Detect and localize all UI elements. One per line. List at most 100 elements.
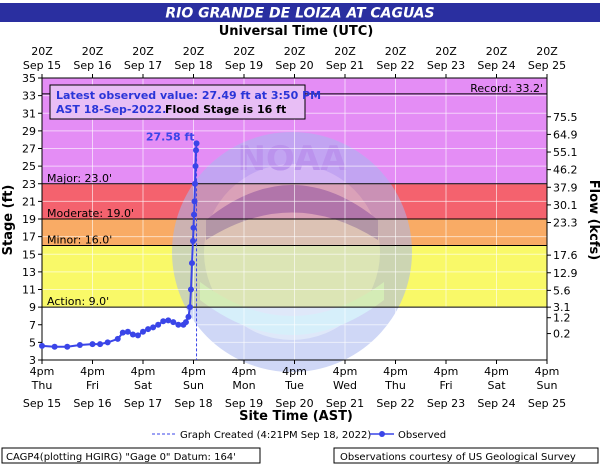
observed-info-flood-stage: Flood Stage is 16 ft <box>165 103 286 116</box>
x-top-tick-label: Sep 24 <box>477 59 515 72</box>
x-tick-label: 4pm <box>333 365 358 378</box>
y-tick-label: 35 <box>22 72 36 85</box>
observed-point <box>145 326 152 333</box>
x-tick-label: 4pm <box>30 365 55 378</box>
y-tick-label: 19 <box>22 213 36 226</box>
x-tick-label: Sep 21 <box>326 397 364 410</box>
y-tick-label: 5 <box>29 336 36 349</box>
y-tick-label: 15 <box>22 248 36 261</box>
x-tick-label: Sep 25 <box>528 397 566 410</box>
legend-created-label: Graph Created (4:21PM Sep 18, 2022) <box>180 430 371 441</box>
observed-point <box>192 180 199 187</box>
x-tick-label: Sep 15 <box>23 397 61 410</box>
x-tick-label: Sat <box>134 379 153 392</box>
observed-point <box>165 317 172 324</box>
observed-info-box <box>49 84 306 120</box>
x-tick-label: Fri <box>86 379 99 392</box>
x-tick-label: 4pm <box>131 365 156 378</box>
y-tick-label: 7 <box>29 319 36 332</box>
x-top-tick-label: 20Z <box>536 45 558 58</box>
x-tick-label: 4pm <box>232 365 257 378</box>
observed-point <box>76 342 83 349</box>
x-tick-label: Sep 19 <box>225 397 263 410</box>
x-top-tick-label: 20Z <box>486 45 508 58</box>
observed-point <box>186 304 193 311</box>
observed-point <box>193 147 200 154</box>
observed-point <box>193 140 200 147</box>
y2-tick-label: 3.1 <box>553 301 571 314</box>
y-tick-label: 33 <box>22 90 36 103</box>
observed-point <box>104 339 111 346</box>
y-tick-label: 27 <box>22 143 36 156</box>
observed-point <box>170 319 177 326</box>
observed-point <box>155 321 162 328</box>
x-tick-label: Sep 23 <box>427 397 465 410</box>
observed-point <box>119 329 126 336</box>
x-tick-label: Sun <box>183 379 204 392</box>
observed-point <box>129 331 136 338</box>
y-tick-label: 21 <box>22 195 36 208</box>
y2-tick-label: 17.6 <box>553 249 578 262</box>
y2-tick-label: 30.1 <box>553 199 578 212</box>
x-top-tick-label: Sep 25 <box>528 59 566 72</box>
chart-title: RIO GRANDE DE LOIZA AT CAGUAS <box>165 6 434 22</box>
threshold-label: Minor: 16.0' <box>47 233 112 246</box>
noaa-watermark: NOAA <box>172 132 412 372</box>
x-top-tick-label: Sep 17 <box>124 59 162 72</box>
x-top-tick-label: Sep 21 <box>326 59 364 72</box>
observed-point <box>64 343 71 350</box>
x-tick-label: Sat <box>487 379 506 392</box>
observed-point <box>190 224 197 231</box>
threshold-label: Record: 33.2' <box>470 82 543 95</box>
threshold-label: Moderate: 19.0' <box>47 207 134 220</box>
y2-tick-label: 12.9 <box>553 267 578 280</box>
y2-tick-label: 23.3 <box>553 217 578 230</box>
legend: Graph Created (4:21PM Sep 18, 2022) Obse… <box>152 430 446 441</box>
x-axis-title: Site Time (AST) <box>239 409 353 424</box>
title-bar <box>0 3 600 22</box>
footer-credit: Observations courtesy of US Geological S… <box>340 452 576 463</box>
y-tick-label: 25 <box>22 160 36 173</box>
x-tick-label: 4pm <box>484 365 509 378</box>
observed-info-date: AST 18-Sep-2022. <box>56 103 166 116</box>
x-top-tick-label: 20Z <box>183 45 205 58</box>
y2-tick-label: 37.9 <box>553 181 578 194</box>
y-tick-label: 9 <box>29 301 36 314</box>
watermark-text: NOAA <box>237 139 347 179</box>
y2-tick-label: 5.6 <box>553 284 571 297</box>
threshold-label: Action: 9.0' <box>47 295 109 308</box>
y-tick-label: 3 <box>29 354 36 367</box>
x-tick-label: Thu <box>384 379 406 392</box>
legend-observed-label: Observed <box>398 430 446 441</box>
x-tick-label: Wed <box>333 379 357 392</box>
observed-point <box>89 341 96 348</box>
footer-left-box <box>1 447 261 464</box>
x-tick-label: Sep 16 <box>73 397 111 410</box>
observed-point <box>150 324 157 331</box>
y-tick-label: 17 <box>22 231 36 244</box>
x-top-tick-label: 20Z <box>385 45 407 58</box>
observed-point <box>185 313 192 320</box>
x-tick-label: Sep 22 <box>376 397 414 410</box>
observed-point <box>160 318 167 325</box>
observed-point <box>182 319 189 326</box>
x-tick-label: 4pm <box>535 365 560 378</box>
x-top-tick-label: Sep 20 <box>275 59 313 72</box>
x-top-tick-label: Sep 22 <box>376 59 414 72</box>
x-top-tick-label: Sep 16 <box>73 59 111 72</box>
observed-point <box>97 341 104 348</box>
y2-tick-label: 1.2 <box>553 312 571 325</box>
x-tick-label: Thu <box>31 379 53 392</box>
y2-tick-label: 75.5 <box>553 111 578 124</box>
observed-point <box>39 342 45 349</box>
y2-tick-label: 46.2 <box>553 164 578 177</box>
observed-point <box>175 321 182 328</box>
observed-point <box>51 343 58 350</box>
footer-right-box <box>333 447 599 464</box>
x-top-tick-label: Sep 19 <box>225 59 263 72</box>
threshold-label: Major: 23.0' <box>47 172 112 185</box>
y2-tick-label: 64.9 <box>553 128 578 141</box>
y-tick-label: 29 <box>22 125 36 138</box>
observed-point <box>140 328 146 335</box>
